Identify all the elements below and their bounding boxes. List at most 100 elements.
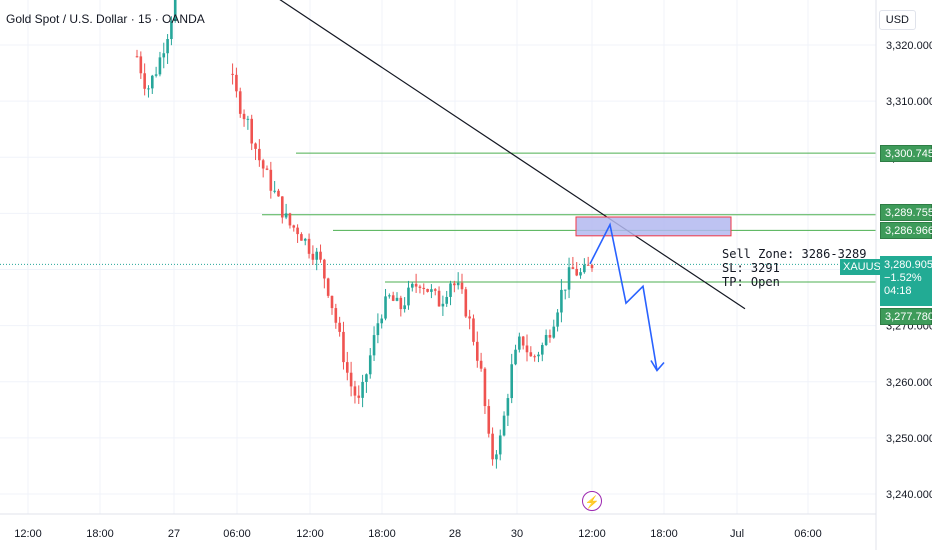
candle-body <box>300 234 303 241</box>
candle-body <box>514 349 517 365</box>
candle-body <box>376 323 380 336</box>
candle-body <box>422 287 426 289</box>
candle-body <box>315 251 319 260</box>
annotation-sell-zone: Sell Zone: 3286-3289 <box>722 247 867 261</box>
candle-body <box>143 73 146 89</box>
candle-body <box>334 308 338 323</box>
candle-body <box>502 415 506 436</box>
candle-body <box>269 169 273 191</box>
level-tag-3289: 3,289.755 <box>880 204 932 221</box>
time-tick-label: Jul <box>730 528 744 540</box>
last-price-block: 3,280.905 −1.52% 04:18 <box>880 256 932 306</box>
candle-body <box>154 74 158 76</box>
sell-zone-layer <box>575 216 732 237</box>
candle-body <box>338 322 341 332</box>
candle-body <box>135 56 139 58</box>
candle-body <box>464 289 468 317</box>
candle-body <box>487 406 491 434</box>
candle-body <box>170 20 173 40</box>
candle-body <box>583 264 586 273</box>
price-tick-label: 3,250.000 <box>886 433 932 445</box>
time-tick-label: 12:00 <box>296 528 324 540</box>
candle-body <box>510 364 514 399</box>
price-tick-label: 3,320.000 <box>886 40 932 52</box>
candle-body <box>292 225 296 228</box>
candle-body <box>468 316 471 319</box>
candle-body <box>231 73 234 75</box>
currency-selector[interactable]: USD <box>878 10 916 30</box>
candle-body <box>399 297 403 310</box>
candle-body <box>579 272 582 276</box>
candle-body <box>586 264 590 266</box>
candle-body <box>147 88 150 90</box>
candle-body <box>475 341 479 361</box>
sell-zone-box <box>575 216 732 237</box>
candle-body <box>472 318 475 342</box>
candle-body <box>395 297 399 301</box>
candle-body <box>529 352 533 357</box>
candle-body <box>162 53 166 58</box>
candle-body <box>540 345 544 355</box>
candle-body <box>437 290 441 307</box>
candle-body <box>361 381 364 398</box>
candle-body <box>410 283 414 288</box>
symbol-tag: XAUUSD <box>840 259 892 275</box>
lightning-icon[interactable]: ⚡ <box>582 491 602 511</box>
candle-body <box>552 326 556 338</box>
candle-body <box>518 336 521 350</box>
candle-body <box>556 312 559 327</box>
trendline-layer <box>279 0 746 310</box>
time-tick-label: 18:00 <box>650 528 678 540</box>
candle-body <box>498 435 502 455</box>
price-tick-label: 3,240.000 <box>886 489 932 501</box>
bar-countdown: 04:18 <box>884 285 912 297</box>
candle-body <box>173 0 177 21</box>
candle-body <box>449 283 452 297</box>
level-tag-3286: 3,286.966 <box>880 222 932 239</box>
candle-body <box>430 289 433 292</box>
candle-body <box>139 56 143 74</box>
candle-body <box>414 283 418 287</box>
candle-body <box>506 398 510 416</box>
candle-body <box>365 374 368 382</box>
candle-body <box>353 386 357 396</box>
candle-body <box>357 395 361 398</box>
candle-body <box>342 331 345 363</box>
candle-body <box>548 334 552 338</box>
candle-body <box>277 190 280 197</box>
candle-body <box>380 318 384 324</box>
candle-body <box>158 57 162 75</box>
candle-body <box>537 354 540 357</box>
candle-body <box>311 253 315 260</box>
candle-body <box>261 160 265 169</box>
candle-body <box>238 91 242 114</box>
candle-body <box>525 345 529 353</box>
level-tag-3277: 3,277.780 <box>880 308 932 325</box>
candle-body <box>491 433 494 460</box>
annotation-stop-loss: SL: 3291 <box>722 261 780 275</box>
candle-body <box>479 360 483 369</box>
candlestick-series <box>135 0 594 469</box>
candle-body <box>280 196 284 218</box>
candle-body <box>388 295 391 297</box>
candle-body <box>384 296 387 319</box>
level-tag-3300: 3,300.745 <box>880 145 932 162</box>
time-tick-label: 12:00 <box>578 528 606 540</box>
time-tick-label: 06:00 <box>223 528 251 540</box>
candle-body <box>571 267 575 269</box>
candle-body <box>544 334 548 346</box>
candle-body <box>418 286 422 288</box>
candle-body <box>426 288 429 292</box>
time-tick-label: 27 <box>168 528 180 540</box>
candle-body <box>330 295 334 309</box>
trade-annotation: Sell Zone: 3286-3289 SL: 3291 TP: Open <box>722 247 867 289</box>
candle-body <box>150 75 154 89</box>
candle-body <box>445 296 449 304</box>
candle-body <box>575 268 579 276</box>
candle-body <box>303 238 307 241</box>
candle-body <box>483 368 487 407</box>
candle-body <box>460 282 464 290</box>
candle-body <box>323 259 326 279</box>
candle-body <box>265 168 269 170</box>
time-tick-label: 18:00 <box>86 528 114 540</box>
